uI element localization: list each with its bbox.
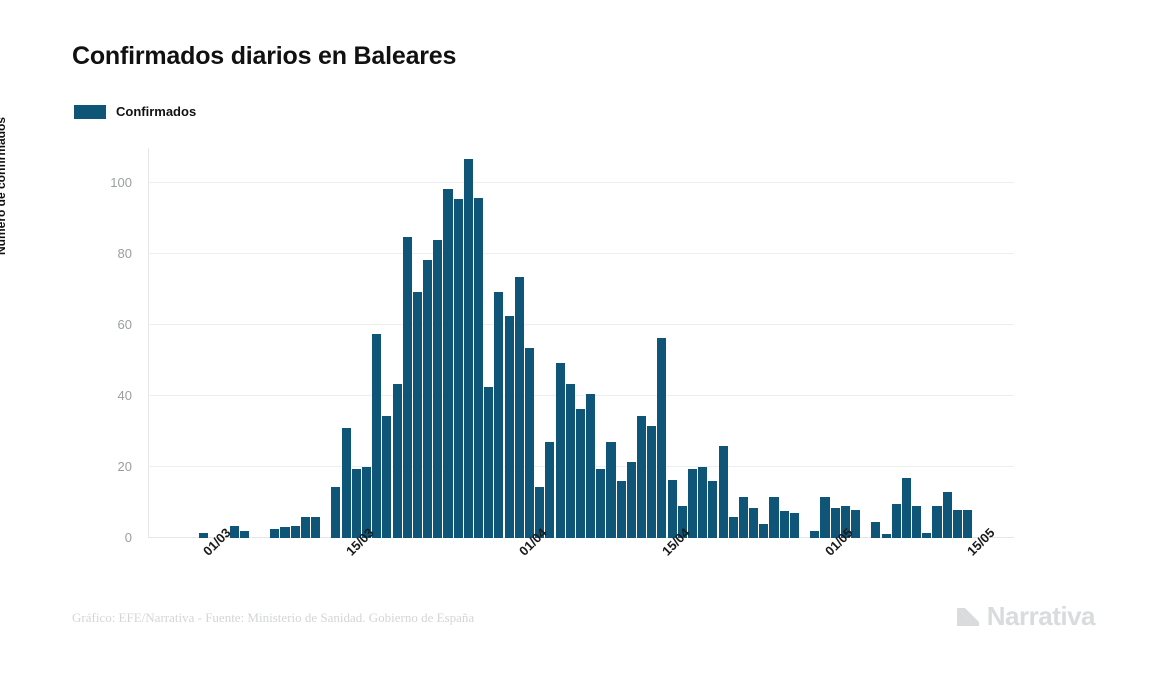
bar xyxy=(341,428,351,538)
bar xyxy=(453,199,463,538)
bar xyxy=(708,481,718,538)
bar xyxy=(647,426,657,538)
gridline xyxy=(148,182,1014,184)
bar xyxy=(830,507,840,538)
bar xyxy=(555,362,565,538)
bar xyxy=(932,506,942,538)
narrativa-logo-icon xyxy=(956,607,979,626)
bar xyxy=(300,516,310,538)
brand-logo: Narrativa xyxy=(955,601,1096,632)
bar xyxy=(524,348,535,538)
bar xyxy=(575,408,585,538)
page-title: Confirmados diarios en Baleares xyxy=(72,42,457,70)
bar xyxy=(433,240,443,538)
bar xyxy=(535,486,545,538)
bar xyxy=(463,158,473,538)
bar xyxy=(565,383,575,538)
y-axis-title: Número de confirmados xyxy=(0,116,8,255)
bar xyxy=(952,509,962,538)
bar xyxy=(637,415,647,538)
bar xyxy=(759,523,769,538)
bar xyxy=(840,506,850,538)
bar xyxy=(922,532,932,538)
bar xyxy=(820,497,830,538)
bar xyxy=(616,481,626,538)
bar xyxy=(942,491,952,538)
bar xyxy=(229,525,239,538)
gridline xyxy=(148,395,1014,397)
plot-area xyxy=(148,148,1014,538)
bar-series xyxy=(148,148,1014,538)
y-axis-tick-label: 60 xyxy=(117,317,132,333)
bar xyxy=(545,442,555,538)
bar xyxy=(687,468,698,538)
bar xyxy=(891,504,901,538)
bar xyxy=(270,529,280,538)
bar xyxy=(494,291,504,538)
bar xyxy=(361,467,372,538)
bar xyxy=(850,509,861,538)
bar xyxy=(474,197,484,538)
bar xyxy=(484,387,494,538)
bar xyxy=(586,394,596,538)
bar xyxy=(331,486,341,538)
bar xyxy=(606,442,616,538)
bar xyxy=(382,415,392,538)
bar xyxy=(738,497,748,538)
bar xyxy=(423,259,433,538)
bar xyxy=(198,532,209,538)
bar xyxy=(718,445,728,538)
bar xyxy=(372,334,382,538)
bar xyxy=(963,509,973,538)
bar xyxy=(392,383,402,538)
y-axis-line xyxy=(148,148,149,538)
bar xyxy=(280,527,290,538)
bar xyxy=(749,507,759,538)
bar xyxy=(290,525,300,538)
gridline xyxy=(148,253,1014,255)
bar xyxy=(657,337,667,538)
y-axis-tick-label: 100 xyxy=(110,175,132,191)
y-axis-tick-label: 40 xyxy=(117,388,132,404)
bar xyxy=(514,277,524,538)
bar xyxy=(443,188,453,538)
bar xyxy=(677,506,687,538)
bar xyxy=(596,468,606,538)
bar xyxy=(769,497,779,538)
bar xyxy=(311,516,321,538)
bar xyxy=(810,530,820,538)
bar xyxy=(881,534,891,538)
bar xyxy=(871,522,881,538)
source-note: Gráfico: EFE/Narrativa - Fuente: Ministe… xyxy=(72,610,475,625)
bar xyxy=(239,530,249,538)
bar xyxy=(912,506,922,538)
bar xyxy=(412,291,422,538)
y-axis-tick-label: 80 xyxy=(117,246,132,262)
bar xyxy=(728,516,738,538)
bar xyxy=(667,479,677,538)
bar xyxy=(789,513,799,538)
bar xyxy=(504,316,514,538)
bar xyxy=(779,511,789,538)
y-axis-tick-label: 0 xyxy=(124,530,132,545)
legend-item-label: Confirmados xyxy=(116,104,197,119)
y-axis-tick-label: 20 xyxy=(117,459,132,475)
gridline xyxy=(148,324,1014,326)
legend-color-swatch xyxy=(74,104,106,119)
bar xyxy=(626,461,636,538)
chart-legend: Confirmados xyxy=(74,104,196,119)
bar xyxy=(698,467,708,538)
brand-name: Narrativa xyxy=(986,601,1096,631)
bar xyxy=(351,468,361,538)
bar xyxy=(402,236,412,538)
bar xyxy=(901,477,911,538)
